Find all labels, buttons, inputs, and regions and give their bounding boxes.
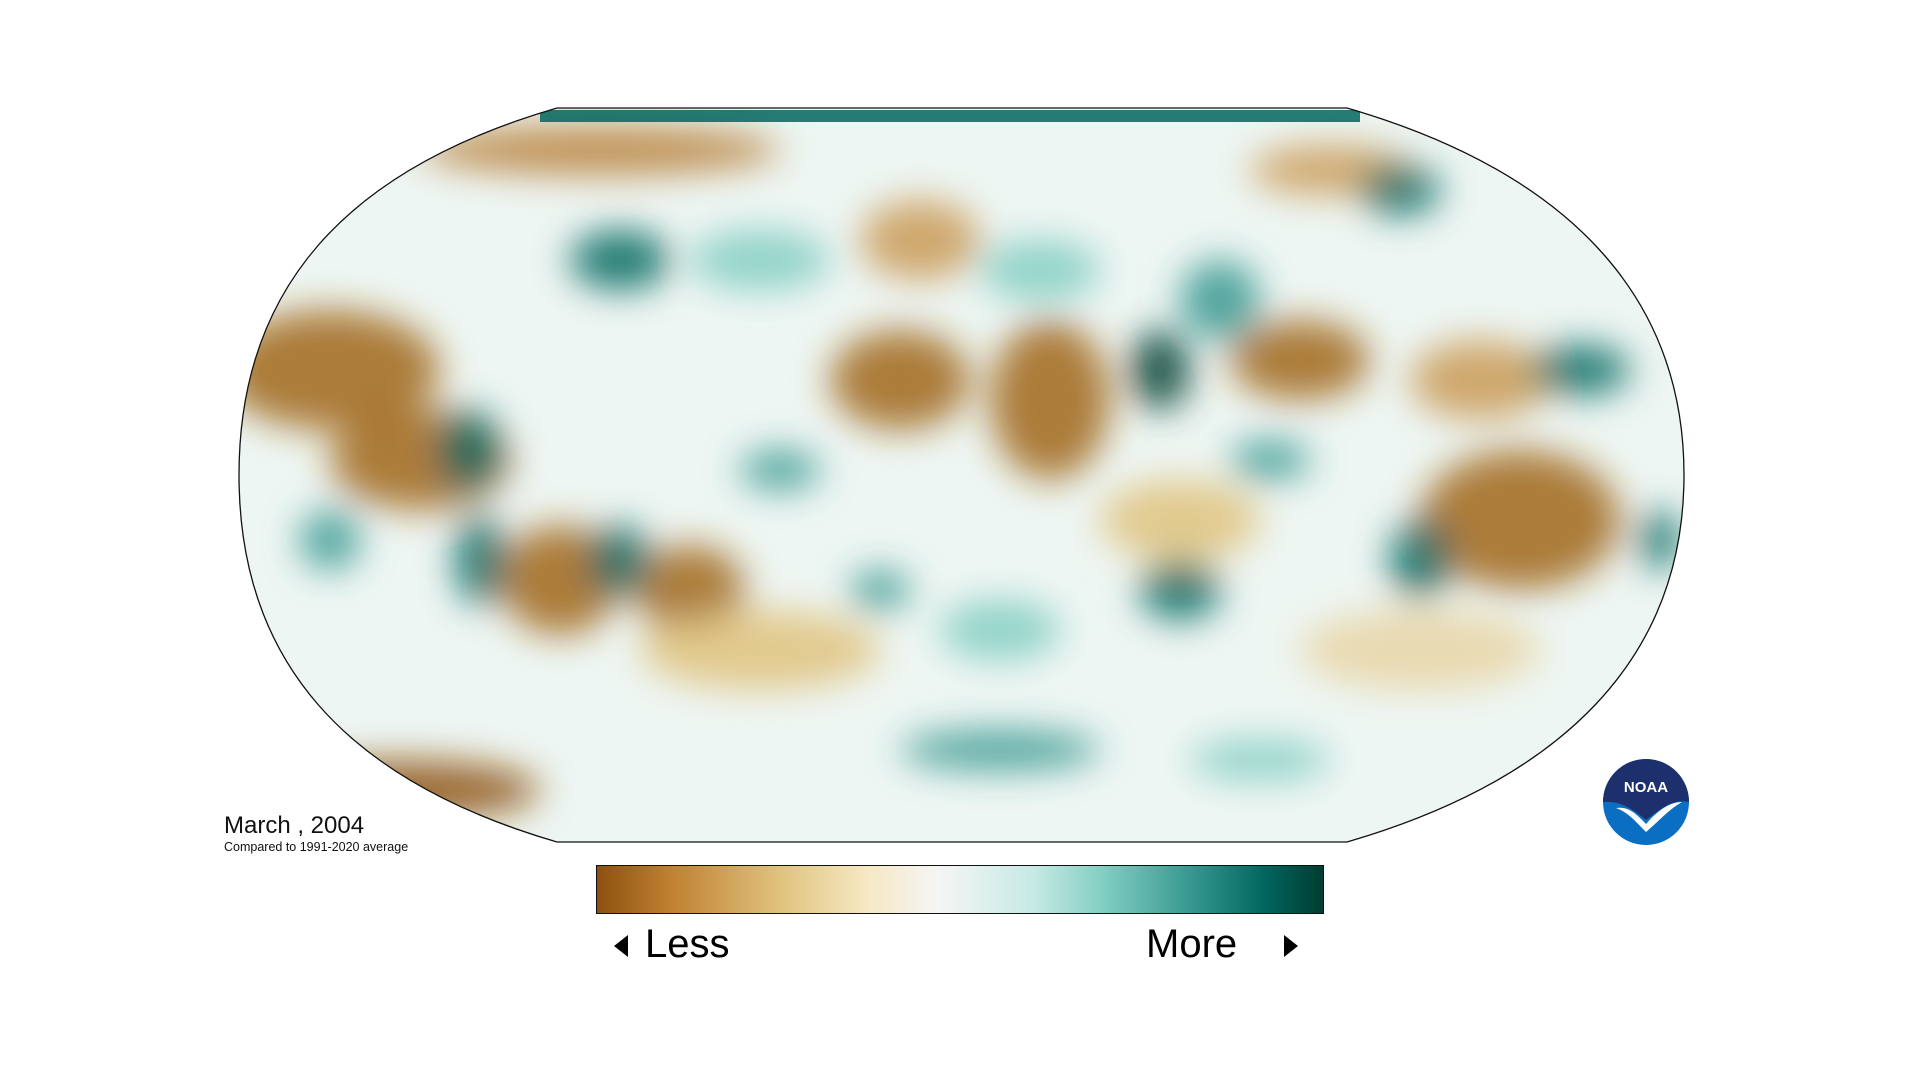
anomaly-region bbox=[830, 330, 970, 430]
anomaly-region bbox=[1190, 740, 1330, 780]
anomaly-region bbox=[455, 515, 505, 605]
anomaly-region bbox=[640, 610, 880, 690]
anomaly-region bbox=[1410, 340, 1550, 420]
anomaly-region bbox=[300, 510, 360, 570]
anomaly-region bbox=[1300, 610, 1540, 690]
anomaly-region bbox=[850, 570, 910, 610]
color-scale-bar bbox=[596, 865, 1324, 914]
anomaly-region bbox=[860, 200, 980, 280]
anomaly-region bbox=[900, 730, 1100, 770]
anomaly-region bbox=[990, 320, 1110, 480]
anomaly-region bbox=[1360, 165, 1440, 215]
anomaly-region bbox=[1230, 320, 1370, 400]
anomaly-region bbox=[740, 450, 820, 490]
legend-more-label: More bbox=[1146, 922, 1238, 966]
anomaly-region bbox=[1640, 510, 1680, 570]
map-subtitle: Compared to 1991-2020 average bbox=[224, 840, 409, 854]
arrow-left-icon bbox=[614, 935, 628, 957]
anomaly-region bbox=[440, 410, 500, 490]
anomaly-region bbox=[690, 230, 830, 290]
anomaly-region bbox=[940, 600, 1060, 660]
anomaly-region bbox=[1420, 450, 1620, 590]
map-date: March , 2004 bbox=[224, 812, 365, 839]
anomaly-region bbox=[420, 125, 780, 175]
anomaly-region bbox=[500, 525, 620, 635]
anomaly-region bbox=[239, 310, 440, 430]
anomaly-region bbox=[1140, 560, 1220, 620]
anomaly-region bbox=[1180, 260, 1260, 340]
anomaly-region bbox=[980, 240, 1100, 300]
arrow-right-icon bbox=[1284, 935, 1298, 957]
anomaly-region bbox=[570, 230, 670, 290]
anomaly-region bbox=[1390, 520, 1450, 600]
map-outline bbox=[238, 107, 1685, 843]
anomaly-region bbox=[635, 545, 745, 635]
anomaly-region bbox=[1100, 480, 1260, 560]
anomaly-region bbox=[260, 760, 540, 820]
anomaly-region bbox=[1230, 440, 1310, 480]
anomaly-region bbox=[1530, 345, 1630, 395]
legend-less-label: Less bbox=[645, 922, 730, 966]
anomaly-region bbox=[1130, 330, 1190, 410]
svg-text:NOAA: NOAA bbox=[1624, 779, 1668, 796]
noaa-logo: NOAA bbox=[1603, 759, 1689, 845]
anomaly-region bbox=[590, 525, 650, 595]
